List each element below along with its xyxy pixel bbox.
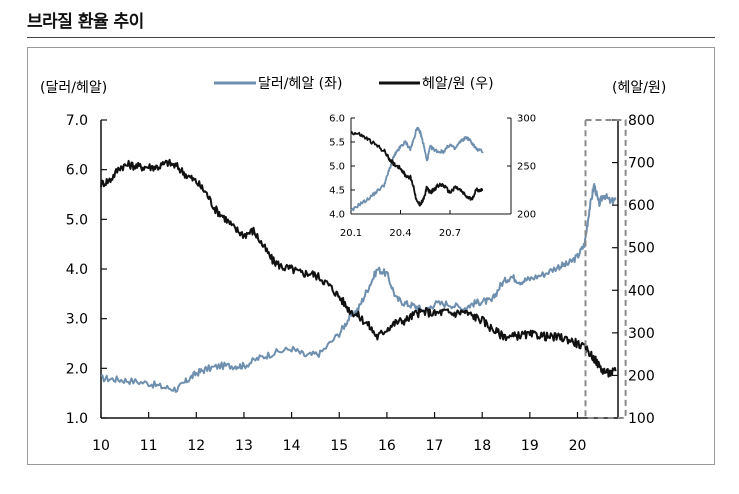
inset-x-tick-label: 20.4	[389, 228, 411, 239]
inset-right-tick-label: 200	[517, 210, 536, 221]
right-tick-label: 800	[628, 113, 655, 129]
x-tick-label: 13	[235, 438, 253, 454]
inset-right-tick-label: 250	[517, 162, 536, 173]
left-axis-label: (달러/헤알)	[40, 80, 107, 96]
title-divider	[27, 37, 715, 38]
x-tick-label: 11	[140, 438, 158, 454]
right-tick-label: 200	[628, 368, 655, 384]
right-tick-label: 700	[628, 156, 655, 172]
x-tick-label: 10	[92, 438, 110, 454]
inset-x-tick-label: 20.1	[340, 228, 362, 239]
x-tick-label: 16	[378, 438, 396, 454]
inset-left-tick-label: 4.0	[329, 210, 345, 221]
left-tick-label: 2.0	[66, 361, 88, 377]
inset-left-tick-label: 6.0	[329, 114, 345, 125]
left-tick-label: 7.0	[66, 113, 88, 129]
right-tick-label: 100	[628, 411, 655, 427]
chart-frame	[27, 47, 715, 465]
inset-series-line-usd-brl	[350, 126, 484, 212]
inset-series-line-brl-krw	[350, 131, 484, 207]
inset-right-tick-label: 300	[517, 114, 536, 125]
x-tick-label: 19	[521, 438, 539, 454]
right-tick-label: 400	[628, 283, 655, 299]
page-title: 브라질 환율 추이	[27, 12, 144, 32]
right-tick-label: 500	[628, 241, 655, 257]
right-tick-label: 600	[628, 198, 655, 214]
inset-x-tick-label: 20.7	[439, 228, 461, 239]
axes: 1.0 2.0 3.0 4.0 5.0 6.0 7.0 100 200 300 400 500 600 7…	[66, 113, 655, 454]
series-line-brl-krw	[100, 158, 617, 378]
x-tick-label: 14	[283, 438, 301, 454]
inset-chart: 4.0 4.5 5.0 5.5 6.0 200 250 300 20.1 20.4 20.7	[322, 110, 542, 242]
x-tick-label: 12	[187, 438, 205, 454]
inset-left-tick-label: 4.5	[329, 186, 345, 197]
left-tick-label: 6.0	[66, 163, 88, 179]
left-tick-label: 1.0	[66, 411, 88, 427]
right-tick-label: 300	[628, 326, 655, 342]
series-layer	[100, 119, 627, 419]
inset-background	[322, 110, 542, 242]
inset-left-tick-label: 5.5	[329, 138, 345, 149]
legend-label-usd-brl: 달러/헤알 (좌)	[258, 76, 343, 92]
left-tick-label: 3.0	[66, 312, 88, 328]
inset-left-tick-label: 5.0	[329, 162, 345, 173]
legend: 달러/헤알 (좌) 헤알/원 (우)	[214, 76, 494, 92]
series-line-usd-brl	[100, 183, 617, 393]
left-tick-label: 4.0	[66, 262, 88, 278]
legend-label-brl-krw: 헤알/원 (우)	[422, 76, 494, 92]
x-tick-label: 20	[569, 438, 587, 454]
x-tick-label: 15	[330, 438, 348, 454]
x-tick-label: 18	[473, 438, 491, 454]
x-tick-label: 17	[426, 438, 444, 454]
highlight-box	[584, 119, 627, 419]
right-axis-label: (헤알/원)	[612, 80, 666, 96]
left-tick-label: 5.0	[66, 212, 88, 228]
